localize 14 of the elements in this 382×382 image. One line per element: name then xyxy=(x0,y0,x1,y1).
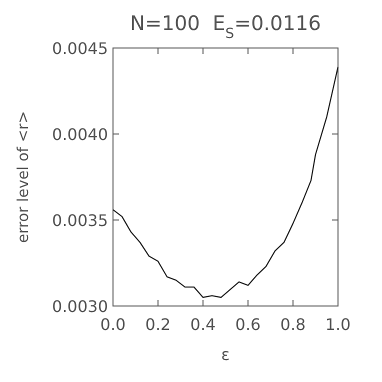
y-tick-label: 0.0035 xyxy=(52,211,108,230)
y-axis-title: error level of <r> xyxy=(14,110,32,244)
x-tick-label: 0.2 xyxy=(145,315,171,334)
x-tick-label: 0.0 xyxy=(100,315,126,334)
x-axis-title: ε xyxy=(221,345,230,364)
x-tick-label: 0.6 xyxy=(235,315,261,334)
y-tick-label: 0.0040 xyxy=(52,125,108,144)
line-series xyxy=(112,66,339,298)
x-tick-label: 1.0 xyxy=(325,315,351,334)
x-tick-label: 0.8 xyxy=(280,315,306,334)
chart-title: N=100 E$_{S}$=0.0116 xyxy=(130,11,321,42)
x-tick-label: 0.4 xyxy=(190,315,216,334)
y-tick-label: 0.0045 xyxy=(52,39,108,58)
y-tick-label: 0.0030 xyxy=(52,297,108,316)
